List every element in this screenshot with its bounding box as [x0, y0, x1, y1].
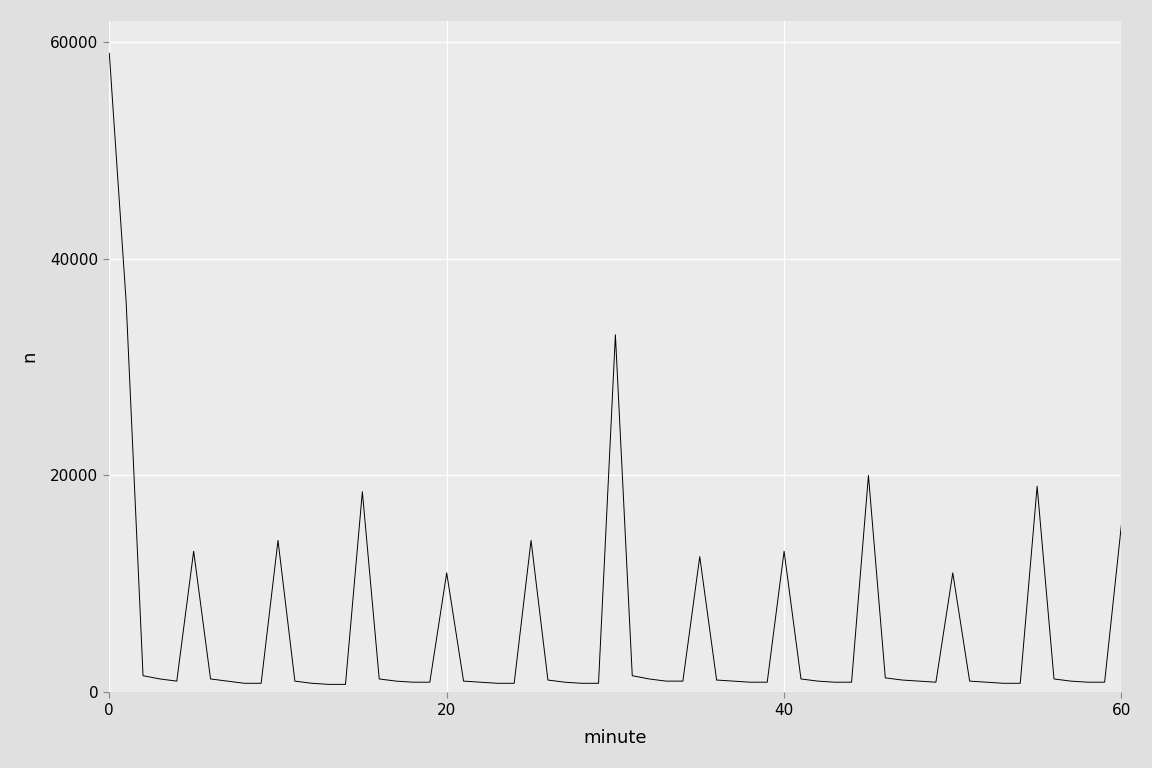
X-axis label: minute: minute: [584, 729, 647, 747]
Y-axis label: n: n: [21, 351, 39, 362]
